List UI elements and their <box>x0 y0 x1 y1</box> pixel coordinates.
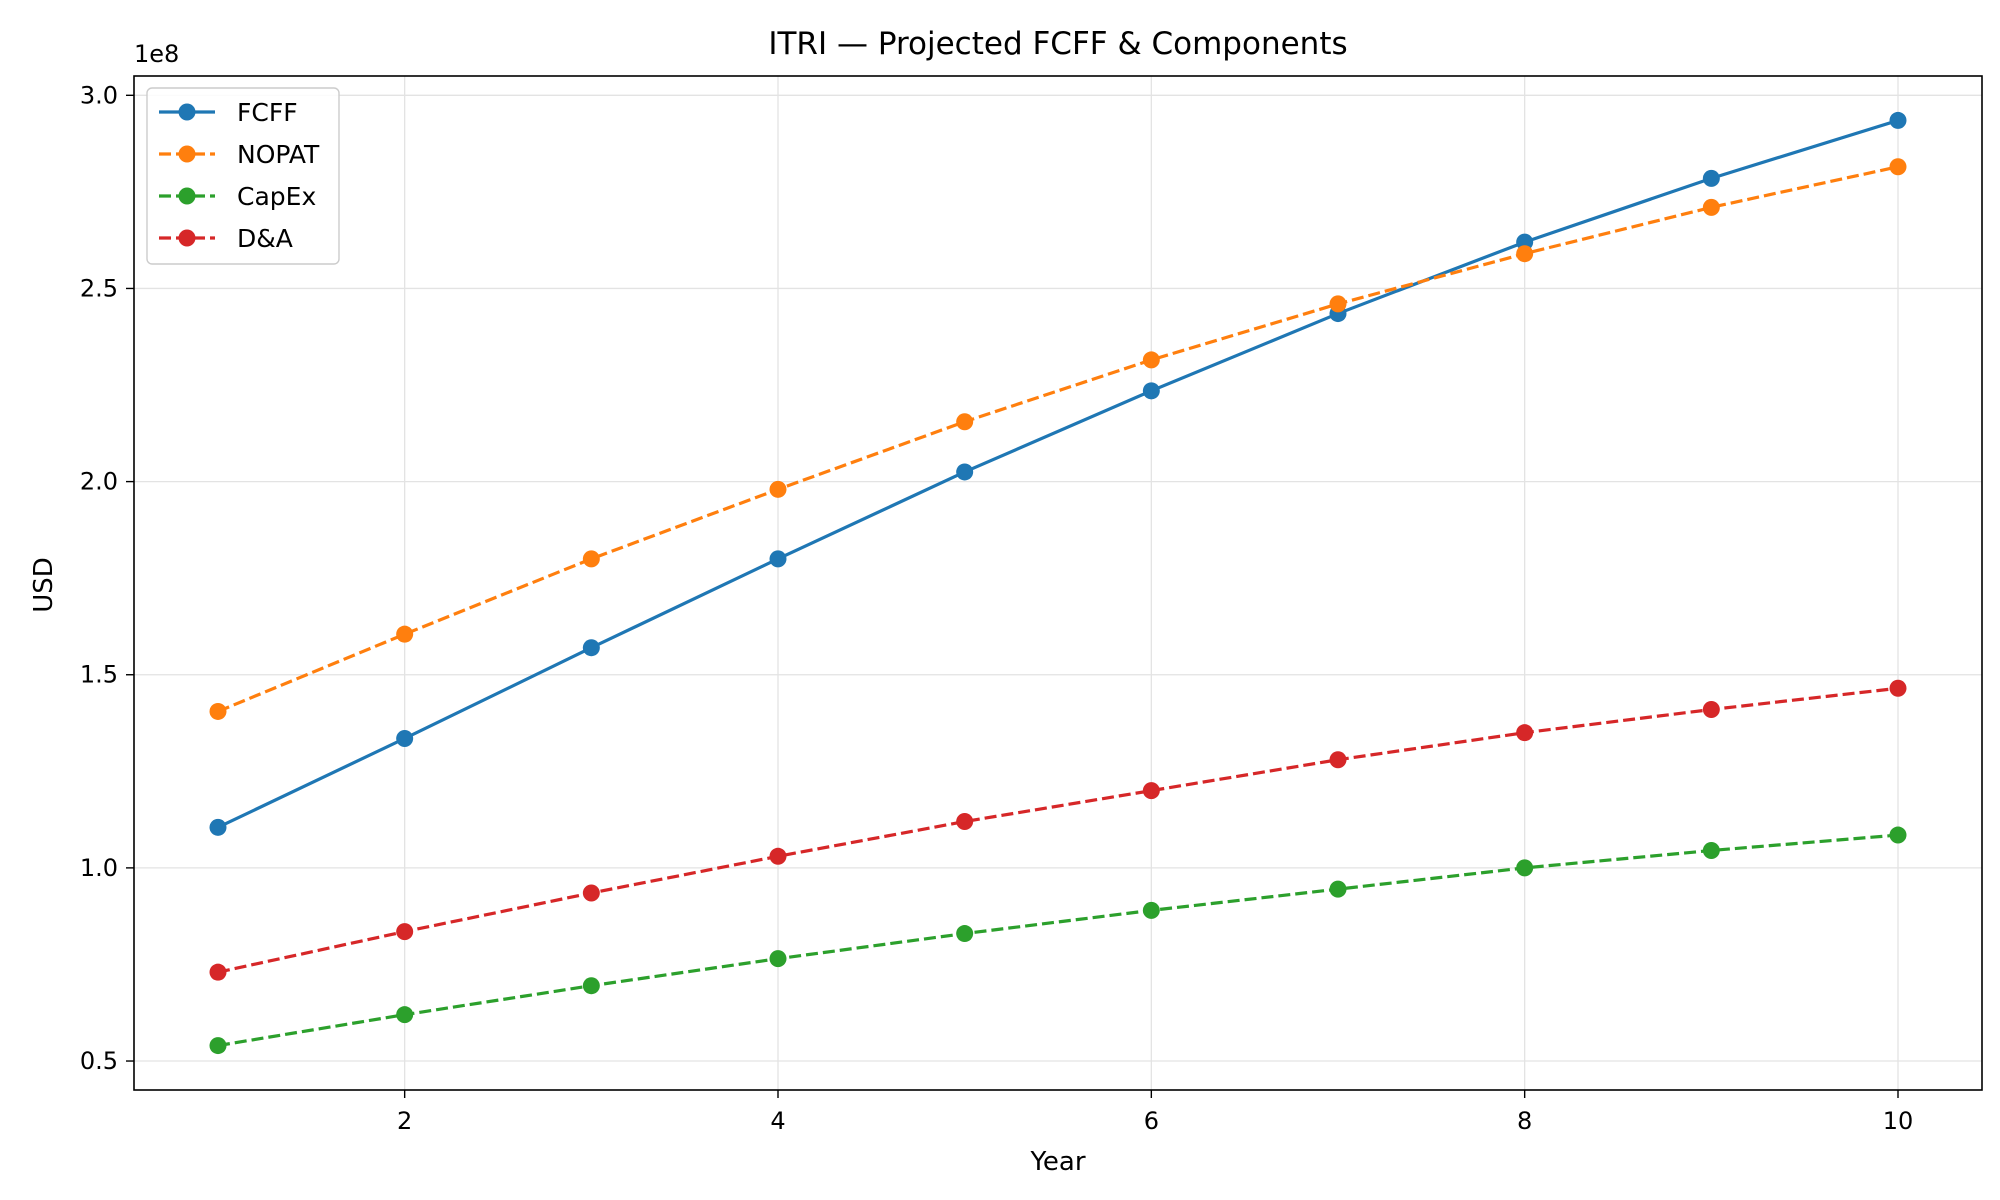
data-point-d-a <box>1889 679 1907 697</box>
data-point-d-a <box>1142 782 1160 800</box>
data-point-nopat <box>1516 245 1534 263</box>
grid-lines <box>134 76 1982 1090</box>
y-tick-label: 3.0 <box>80 81 118 109</box>
data-point-capex <box>1702 842 1720 860</box>
legend-swatch-marker <box>178 229 196 247</box>
data-point-nopat <box>1142 351 1160 369</box>
y-tick-label: 1.5 <box>80 661 118 689</box>
legend-item-nopat: NOPAT <box>159 140 320 169</box>
legend-label: FCFF <box>237 98 298 127</box>
x-tick-label: 8 <box>1517 1107 1532 1135</box>
legend: FCFF NOPAT CapEx D&A <box>146 87 340 265</box>
data-point-capex <box>1889 826 1907 844</box>
x-tick-label: 10 <box>1883 1107 1914 1135</box>
x-tick-label: 4 <box>770 1107 785 1135</box>
data-point-fcff <box>1702 169 1720 187</box>
series-d-a <box>209 679 1907 981</box>
data-point-d-a <box>396 923 414 941</box>
x-axis-label: Year <box>1029 1147 1085 1177</box>
data-point-capex <box>1329 880 1347 898</box>
legend-swatch-marker <box>178 103 196 121</box>
series-line-capex <box>217 833 1899 1048</box>
data-point-nopat <box>209 702 227 720</box>
data-point-d-a <box>209 963 227 981</box>
data-point-capex <box>769 950 787 968</box>
data-point-fcff <box>1142 382 1160 400</box>
y-axis-label: USD <box>29 557 59 613</box>
series-line-nopat <box>217 165 1899 713</box>
series-line-fcff <box>217 118 1899 829</box>
x-tick-label: 6 <box>1144 1107 1159 1135</box>
data-point-nopat <box>396 625 414 643</box>
y-tick-label: 1.0 <box>80 854 118 882</box>
legend-box <box>146 87 340 265</box>
data-point-nopat <box>769 480 787 498</box>
data-point-fcff <box>769 550 787 568</box>
y-tick-label: 2.5 <box>80 274 118 302</box>
series-line-d-a <box>217 686 1899 974</box>
data-point-d-a <box>1329 751 1347 769</box>
legend-item-fcff: FCFF <box>159 98 298 127</box>
plot-frame <box>133 75 1983 1091</box>
data-point-capex <box>956 925 974 943</box>
data-point-d-a <box>1516 724 1534 742</box>
data-point-d-a <box>582 884 600 902</box>
data-point-nopat <box>1329 295 1347 313</box>
chart-title: ITRI — Projected FCFF & Components <box>768 26 1347 62</box>
data-point-fcff <box>396 729 414 747</box>
data-point-capex <box>209 1037 227 1055</box>
legend-label: CapEx <box>237 182 316 211</box>
data-point-d-a <box>769 847 787 865</box>
legend-label: NOPAT <box>237 140 320 169</box>
series-capex <box>209 826 1907 1055</box>
legend-swatch-marker <box>178 145 196 163</box>
data-point-d-a <box>956 813 974 831</box>
data-point-fcff <box>582 639 600 657</box>
x-tick-label: 2 <box>397 1107 412 1135</box>
series-fcff <box>209 111 1907 836</box>
data-point-capex <box>1142 901 1160 919</box>
legend-item-d-a: D&A <box>159 224 293 253</box>
data-point-nopat <box>1889 158 1907 176</box>
data-point-capex <box>1516 859 1534 877</box>
legend-item-capex: CapEx <box>159 182 316 211</box>
y-tick-label: 0.5 <box>80 1047 118 1075</box>
data-point-capex <box>582 977 600 995</box>
data-point-nopat <box>956 413 974 431</box>
data-point-nopat <box>1702 198 1720 216</box>
legend-swatch-marker <box>178 187 196 205</box>
y-axis-offset-label: 1e8 <box>134 40 179 68</box>
y-tick-label: 2.0 <box>80 468 118 496</box>
data-point-fcff <box>209 818 227 836</box>
data-point-fcff <box>956 463 974 481</box>
data-point-capex <box>396 1006 414 1024</box>
data-point-nopat <box>582 550 600 568</box>
data-point-fcff <box>1889 111 1907 129</box>
legend-label: D&A <box>237 224 293 253</box>
data-point-d-a <box>1702 701 1720 719</box>
axes: 2 4 6 8 10 0.5 1.0 1.5 2.0 2.5 3.0 <box>80 81 1913 1135</box>
series-layer <box>209 111 1907 1055</box>
series-nopat <box>209 158 1907 720</box>
